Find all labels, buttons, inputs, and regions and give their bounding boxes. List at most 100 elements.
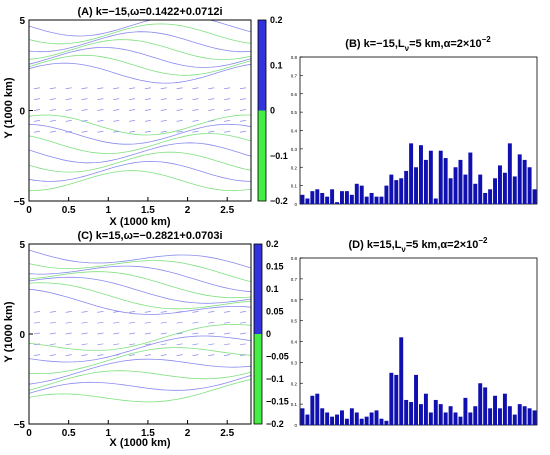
panel-a-y-ticks: 5 0 −5 xyxy=(14,16,33,208)
vector-arrow xyxy=(176,354,183,356)
y-tick-label: 0.3 xyxy=(291,360,298,365)
colorbar-tick-label: −0.2 xyxy=(266,419,284,429)
vector-arrow xyxy=(224,343,231,346)
bar xyxy=(527,408,532,425)
bar xyxy=(349,408,354,425)
contour-line xyxy=(29,39,251,61)
contour-line xyxy=(29,142,251,164)
bar xyxy=(330,189,335,204)
bar xyxy=(473,406,478,425)
vector-arrow xyxy=(33,120,41,122)
colorbar-tick-label: 0.05 xyxy=(266,307,284,317)
vector-arrow xyxy=(129,332,136,335)
vector-arrow xyxy=(33,98,41,100)
colorbar-tick-label: −0.1 xyxy=(266,374,284,384)
contour-line xyxy=(29,123,251,145)
colorbar-frame xyxy=(253,243,263,425)
vector-arrow xyxy=(192,130,199,133)
panel-d-plot-area: 0.8 0.7 0.6 0.5 0.4 0.3 0.2 0.1 0 xyxy=(291,256,538,428)
bar xyxy=(433,399,438,425)
vector-arrow xyxy=(81,130,88,133)
x-tick-label: 1.5 xyxy=(141,205,155,216)
vector-arrow xyxy=(160,98,167,100)
panel-c-title: (C) k=15,ω=−0.2821+0.0703i xyxy=(77,230,222,242)
vector-arrow xyxy=(65,343,72,346)
contour-line xyxy=(29,54,251,76)
vector-arrow xyxy=(81,321,88,324)
y-tick-label: 0.5 xyxy=(291,110,298,115)
vector-arrow xyxy=(33,87,41,90)
bar xyxy=(532,410,537,425)
colorbar-tick-label: 0.1 xyxy=(270,60,283,70)
vector-arrow xyxy=(113,87,120,90)
vector-arrow xyxy=(81,343,88,346)
vector-arrow xyxy=(129,98,136,100)
bar xyxy=(453,412,458,425)
contour-line xyxy=(29,47,251,68)
colorbar-tick-label: 0.2 xyxy=(266,239,279,249)
contour-line xyxy=(29,271,251,299)
vector-arrow xyxy=(208,109,215,111)
bar xyxy=(340,191,344,204)
y-tick-label: 0 xyxy=(19,330,25,341)
bar xyxy=(488,408,493,425)
x-tick-label: 2.5 xyxy=(220,428,234,439)
vector-arrow xyxy=(144,130,151,133)
contour-line xyxy=(29,370,251,391)
bar xyxy=(478,174,483,204)
vector-arrow xyxy=(33,343,41,346)
plot-frame xyxy=(299,257,538,426)
vector-arrow xyxy=(97,321,104,324)
panel-a-title: (A) k=−15,ω=0.1422+0.0712i xyxy=(77,6,222,18)
colorbar-positive xyxy=(258,20,266,111)
vector-arrow xyxy=(49,343,56,346)
contour-line xyxy=(29,160,251,182)
vector-arrow xyxy=(129,321,136,324)
bar xyxy=(335,202,339,204)
bar xyxy=(522,406,527,425)
colorbar-tick-label: 0.1 xyxy=(266,284,279,294)
bar xyxy=(379,196,384,204)
bar xyxy=(384,185,389,205)
panel-c-colorbar: 0.2 0.15 0.1 0.05 0 −0.05 −0.1 −0.15 −0.2 xyxy=(253,239,289,429)
colorbar-tick-label: −0.1 xyxy=(270,151,288,161)
bar xyxy=(325,412,330,425)
bar xyxy=(374,410,379,425)
bar xyxy=(300,408,305,425)
bar xyxy=(522,159,527,204)
vector-arrow xyxy=(129,87,136,90)
bar xyxy=(468,152,473,204)
y-tick-label: 0.5 xyxy=(291,319,298,324)
bar xyxy=(305,414,310,425)
vector-arrow xyxy=(81,332,88,335)
vector-arrow xyxy=(81,87,88,90)
vector-arrow xyxy=(192,311,199,313)
vector-arrow xyxy=(160,343,167,346)
vector-arrow xyxy=(144,311,151,313)
bar xyxy=(532,189,537,204)
vector-arrow xyxy=(160,109,167,111)
panel-b: (B) k=−15,Lν=5 km,α=2×10−2 0.80.70.60.50… xyxy=(291,35,538,207)
bar xyxy=(463,397,468,425)
vector-arrow xyxy=(239,311,247,313)
vector-arrow xyxy=(176,321,183,324)
vector-arrow xyxy=(208,321,215,324)
vector-arrow xyxy=(224,87,231,90)
contour-line xyxy=(29,375,251,394)
panel-c: (C) k=15,ω=−0.2821+0.0703i 0 0.5 1 1.5 2 2.5 … xyxy=(3,230,289,449)
colorbar-tick-label: 0 xyxy=(266,329,271,339)
vector-arrow xyxy=(144,354,151,356)
bar xyxy=(438,150,443,204)
vector-arrow xyxy=(129,120,136,122)
colorbar-tick-label: −0.05 xyxy=(266,352,289,362)
contour-line xyxy=(29,20,251,37)
vector-arrow xyxy=(65,98,72,100)
vector-arrow xyxy=(208,343,215,346)
bar xyxy=(359,185,364,205)
bar xyxy=(453,167,458,204)
bar xyxy=(369,192,374,204)
vector-arrow xyxy=(65,354,72,356)
vector-arrow xyxy=(160,130,167,133)
vector-arrow xyxy=(33,311,41,313)
bar xyxy=(433,198,438,204)
